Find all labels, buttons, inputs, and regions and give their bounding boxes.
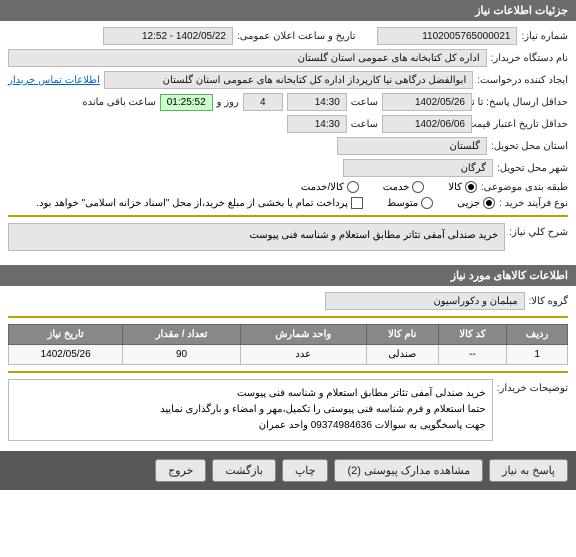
th-unit: واحد شمارش — [240, 325, 366, 345]
subject-cat-label: طبقه بندی موضوعی: — [481, 182, 568, 193]
days-field: 4 — [243, 93, 283, 111]
buyer-field: اداره کل کتابخانه های عمومی استان گلستان — [8, 49, 487, 67]
print-button[interactable]: چاپ — [282, 459, 329, 482]
th-row: ردیف — [507, 325, 568, 345]
th-date: تاریخ نیاز — [9, 325, 123, 345]
time-label-2: ساعت — [351, 119, 378, 130]
need-no-label: شماره نیاز: — [521, 31, 568, 42]
items-table: ردیف کد کالا نام کالا واحد شمارش تعداد /… — [8, 324, 568, 365]
radio-goods-service-dot — [347, 181, 359, 193]
radio-goods-service[interactable]: کالا/خدمت — [301, 181, 359, 193]
section-items-header: اطلاعات کالاهای مورد نیاز — [0, 265, 576, 286]
radio-goods-dot — [465, 181, 477, 193]
validity-date-field: 1402/06/06 — [382, 115, 472, 133]
buyer-note-line-2: حتما استعلام و فرم شناسه فنی پیوستی را ت… — [15, 402, 486, 418]
radio-partial[interactable]: جزیی — [457, 197, 495, 209]
th-code: کد کالا — [438, 325, 506, 345]
days-label: روز و — [217, 97, 239, 108]
table-header-row: ردیف کد کالا نام کالا واحد شمارش تعداد /… — [9, 325, 568, 345]
respond-button[interactable]: پاسخ به نیاز — [489, 459, 568, 482]
requester-field: ابوالفضل درگاهی نیا کارپرداز اداره کل کت… — [104, 71, 473, 89]
attachments-button[interactable]: مشاهده مدارک پیوستی (2) — [334, 459, 483, 482]
city-field: گرگان — [343, 159, 493, 177]
divider-2 — [8, 316, 568, 318]
page-title: جزئیات اطلاعات نیاز — [475, 5, 568, 17]
divider-3 — [8, 371, 568, 373]
city-label: شهر محل تحویل: — [497, 163, 568, 174]
radio-service-dot — [412, 181, 424, 193]
remain-label: ساعت باقی مانده — [82, 97, 155, 108]
radio-medium[interactable]: متوسط — [387, 197, 433, 209]
cell-code: -- — [438, 345, 506, 365]
buyer-note-line-3: جهت پاسخگویی به سوالات 09374984636 واحد … — [15, 418, 486, 434]
items-area: گروه کالا: مبلمان و دکوراسیون ردیف کد کا… — [0, 286, 576, 451]
buyer-notes-field: خرید صندلی آمفی تئاتر مطابق استعلام و شن… — [8, 379, 493, 441]
page-header: جزئیات اطلاعات نیاز — [0, 0, 576, 21]
announce-label: تاریخ و ساعت اعلان عمومی: — [237, 31, 356, 42]
desc-label: شرح کلي نياز: — [509, 223, 568, 238]
radio-goods-label: کالا — [448, 182, 462, 193]
deadline-date-field: 1402/05/26 — [382, 93, 472, 111]
radio-service[interactable]: خدمت — [383, 181, 425, 193]
footer-bar: پاسخ به نیاز مشاهده مدارک پیوستی (2) چاپ… — [0, 451, 576, 490]
radio-partial-dot — [483, 197, 495, 209]
check-fullpay-label: پرداخت تمام یا بخشی از مبلغ خرید،از محل … — [36, 198, 348, 209]
announce-field: 1402/05/22 - 12:52 — [103, 27, 233, 45]
province-field: گلستان — [337, 137, 487, 155]
countdown: 01:25:52 — [160, 94, 213, 111]
desc-field: خرید صندلی آمفی تئاتر مطابق استعلام و شن… — [8, 223, 505, 251]
buyer-note-line-1: خرید صندلی آمفی تئاتر مطابق استعلام و شن… — [15, 386, 486, 402]
deadline-time-field: 14:30 — [287, 93, 347, 111]
cell-name: صندلی — [366, 345, 438, 365]
section-items-title: اطلاعات کالاهای مورد نیاز — [451, 270, 568, 282]
radio-goods[interactable]: کالا — [448, 181, 477, 193]
divider-1 — [8, 215, 568, 217]
cell-unit: عدد — [240, 345, 366, 365]
buyer-label: نام دستگاه خریدار: — [491, 53, 568, 64]
validity-label: حداقل تاریخ اعتبار قیمت: تا تاریخ: — [476, 119, 568, 130]
need-no-field: 1102005765000021 — [377, 27, 517, 45]
time-label-1: ساعت — [351, 97, 378, 108]
deadline-label: حداقل ارسال پاسخ: تا تاریخ: — [476, 97, 568, 108]
contact-link[interactable]: اطلاعات تماس خریدار — [8, 75, 100, 86]
province-label: استان محل تحویل: — [491, 141, 568, 152]
requester-label: ایجاد کننده درخواست: — [477, 75, 568, 86]
radio-medium-label: متوسط — [387, 198, 418, 209]
th-qty: تعداد / مقدار — [123, 325, 240, 345]
form-area: شماره نیاز: 1102005765000021 تاریخ و ساع… — [0, 21, 576, 261]
exit-button[interactable]: خروج — [155, 459, 206, 482]
validity-time-field: 14:30 — [287, 115, 347, 133]
back-button[interactable]: بازگشت — [212, 459, 276, 482]
check-fullpay[interactable]: پرداخت تمام یا بخشی از مبلغ خرید،از محل … — [36, 197, 363, 209]
process-label: نوع فرآیند خرید : — [499, 198, 568, 209]
radio-partial-label: جزیی — [457, 198, 480, 209]
cell-date: 1402/05/26 — [9, 345, 123, 365]
th-name: نام کالا — [366, 325, 438, 345]
cell-row: 1 — [507, 345, 568, 365]
check-fullpay-box — [351, 197, 363, 209]
group-field: مبلمان و دکوراسیون — [325, 292, 525, 310]
table-row[interactable]: 1 -- صندلی عدد 90 1402/05/26 — [9, 345, 568, 365]
cell-qty: 90 — [123, 345, 240, 365]
group-label: گروه کالا: — [529, 296, 568, 307]
buyer-notes-label: توضیحات خریدار: — [497, 379, 568, 394]
radio-goods-service-label: کالا/خدمت — [301, 182, 344, 193]
radio-medium-dot — [421, 197, 433, 209]
radio-service-label: خدمت — [383, 182, 410, 193]
